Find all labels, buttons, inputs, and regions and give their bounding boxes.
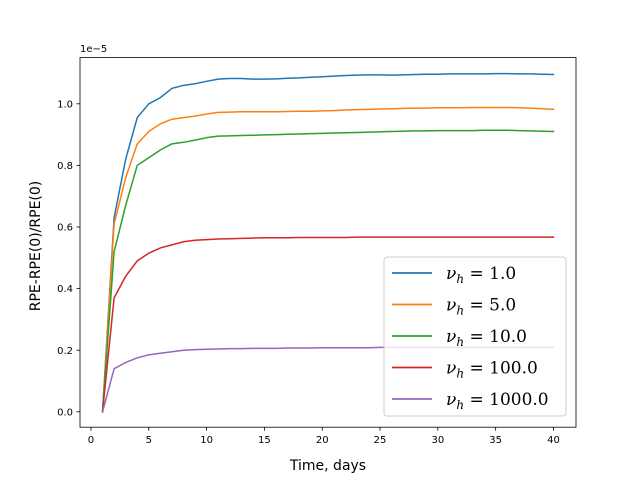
y-axis-label: RPE-RPE(0)/RPE(0) [28, 181, 44, 311]
y-tick-label-5: 1.0 [57, 99, 73, 110]
x-tick-label-2: 10 [200, 435, 213, 446]
x-tick-label-1: 5 [146, 435, 152, 446]
legend-frame [383, 256, 567, 417]
legend-label-2: νh = 10.0 [446, 327, 527, 349]
x-tick-label-4: 20 [316, 435, 329, 446]
x-axis-label: Time, days [289, 458, 366, 474]
y-axis-offset-text: 1e−5 [80, 44, 107, 55]
axes-frame [79, 57, 577, 428]
legend-label-3: νh = 100.0 [446, 359, 538, 381]
y-tick-label-1: 0.2 [57, 346, 73, 357]
x-tick-label-5: 25 [374, 435, 387, 446]
x-tick-label-6: 30 [431, 435, 444, 446]
series-line-3 [101, 236, 555, 413]
x-tick-label-3: 15 [258, 435, 271, 446]
legend: νh = 1.0 νh = 5.0 νh = 10.0 νh = 100.0 νh = … [383, 256, 567, 417]
legend-label-0: νh = 1.0 [446, 264, 516, 286]
x-tick-label-0: 0 [88, 435, 94, 446]
y-tick-label-0: 0.0 [57, 407, 73, 418]
y-tick-label-4: 0.8 [57, 161, 73, 172]
y-tick-label-2: 0.4 [57, 284, 73, 295]
plot-area: 0 5 10 15 20 25 30 35 40 0.0 0.2 0.4 0.6 0.8 1.0 [57, 57, 577, 446]
y-tick-label-3: 0.6 [57, 223, 73, 234]
legend-label-4: νh = 1000.0 [446, 390, 549, 412]
legend-label-1: νh = 5.0 [446, 296, 516, 318]
series-line-2 [101, 129, 555, 413]
x-tick-label-8: 40 [547, 435, 560, 446]
series-line-0 [101, 72, 555, 413]
series-line-1 [101, 106, 555, 413]
x-tick-label-7: 35 [489, 435, 502, 446]
